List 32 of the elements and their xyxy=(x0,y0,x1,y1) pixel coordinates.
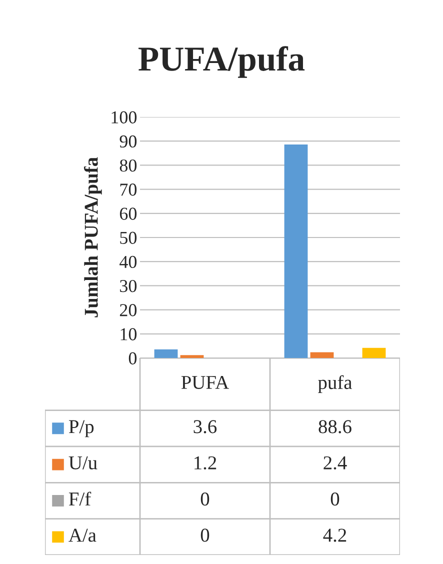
y-tick-label: 80 xyxy=(120,159,137,172)
bar xyxy=(362,348,386,358)
y-tick-label: 100 xyxy=(112,111,137,124)
y-tick-label: 40 xyxy=(120,256,137,268)
data-label: 0 xyxy=(200,492,210,506)
legend-label: F/f xyxy=(68,492,92,506)
y-tick-label: 20 xyxy=(120,304,137,316)
bar xyxy=(310,352,334,358)
legend-label: P/p xyxy=(68,420,94,438)
y-axis-title: Jumlah PUFA/pufa xyxy=(84,157,102,318)
data-label: 0 xyxy=(200,528,210,542)
y-tick-label: 60 xyxy=(120,208,137,220)
data-label: 2.4 xyxy=(324,456,347,470)
y-tick-label: 10 xyxy=(120,328,137,340)
x-tick-label: pufa xyxy=(318,375,352,394)
y-tick-label: 70 xyxy=(120,184,137,196)
bar xyxy=(154,349,178,358)
legend-label: A/a xyxy=(68,528,96,542)
data-label: 3.6 xyxy=(194,420,217,434)
data-label: 88.6 xyxy=(318,420,352,434)
data-label: 4.2 xyxy=(323,528,346,542)
data-label: 1.2 xyxy=(194,456,216,470)
x-tick-label: PUFA xyxy=(181,376,229,389)
y-tick-label: 90 xyxy=(120,135,137,148)
chart-title: PUFA/pufa xyxy=(138,46,305,78)
y-tick-label: 50 xyxy=(120,232,137,244)
bar xyxy=(284,144,308,358)
data-label: 0 xyxy=(330,492,340,506)
y-tick-label: 30 xyxy=(120,280,137,292)
y-tick-label: 0 xyxy=(128,352,137,364)
bar xyxy=(180,355,204,358)
legend-label: U/u xyxy=(68,456,98,470)
